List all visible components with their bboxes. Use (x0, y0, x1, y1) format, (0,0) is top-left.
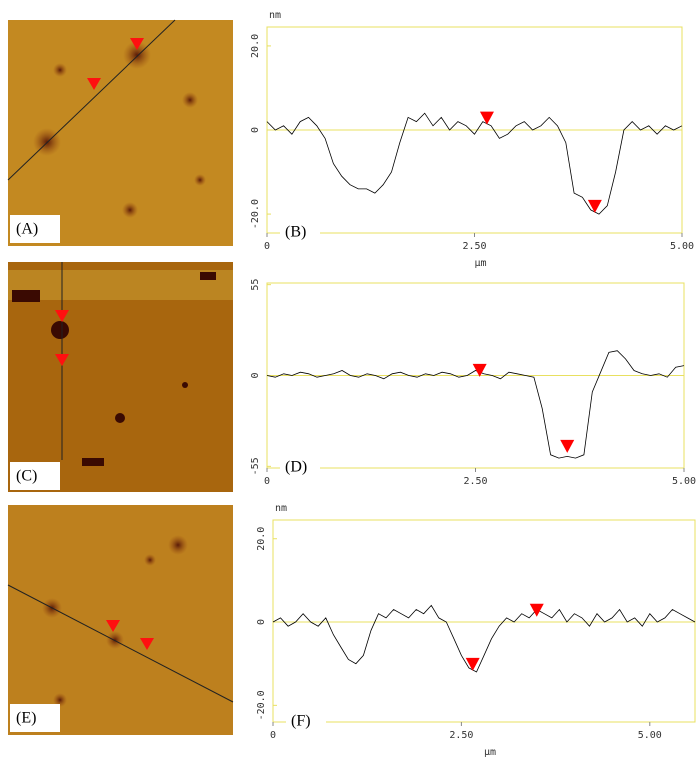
cursor-marker (465, 657, 480, 671)
afm-image: (A) (7, 19, 233, 246)
x-axis-label: µm (484, 747, 496, 758)
y-tick-label: 55 (250, 279, 261, 291)
panel-label: (F) (291, 713, 311, 730)
profile-line (266, 350, 685, 459)
y-axis-label: nm (269, 10, 281, 21)
x-tick-label: 5.00 (670, 241, 694, 252)
x-tick-label: 2.50 (463, 476, 487, 487)
cursor-marker (472, 363, 487, 377)
cursor-marker (560, 439, 575, 453)
panel-label: (C) (16, 468, 37, 485)
profile-line (266, 112, 683, 215)
y-tick-label: 0 (256, 619, 267, 625)
panel-label: (D) (285, 459, 307, 476)
panel-label-box (280, 454, 320, 480)
y-tick-label: -20.0 (250, 199, 261, 229)
y-tick-label: 0 (250, 127, 261, 133)
x-tick-label: 0 (264, 241, 270, 252)
x-tick-label: 2.50 (462, 241, 486, 252)
x-tick-label: 2.50 (449, 730, 473, 741)
panel-label: (B) (285, 224, 306, 241)
y-tick-label: -20.0 (256, 690, 267, 720)
plot-frame (272, 519, 696, 723)
x-tick-label: 5.00 (638, 730, 662, 741)
y-tick-label: 0 (250, 372, 261, 378)
y-axis-label: nm (275, 503, 287, 514)
cursor-marker (479, 111, 494, 125)
afm-image: (E) (7, 505, 234, 735)
panel-label: (A) (16, 221, 38, 238)
y-tick-label: 20.0 (250, 34, 261, 58)
profile-line (272, 604, 696, 673)
x-tick-label: 0 (270, 730, 276, 741)
x-tick-label: 0 (264, 476, 270, 487)
cursor-marker (587, 199, 602, 213)
cursor-marker (529, 603, 544, 617)
x-axis-label: µm (474, 258, 486, 269)
panel-label-box (286, 708, 326, 734)
panel-label-box (280, 219, 320, 245)
panel-label: (E) (16, 710, 36, 727)
y-tick-label: 20.0 (256, 527, 267, 551)
afm-image: (C) (8, 262, 233, 492)
y-tick-label: -55 (250, 457, 261, 475)
x-tick-label: 5.00 (672, 476, 696, 487)
